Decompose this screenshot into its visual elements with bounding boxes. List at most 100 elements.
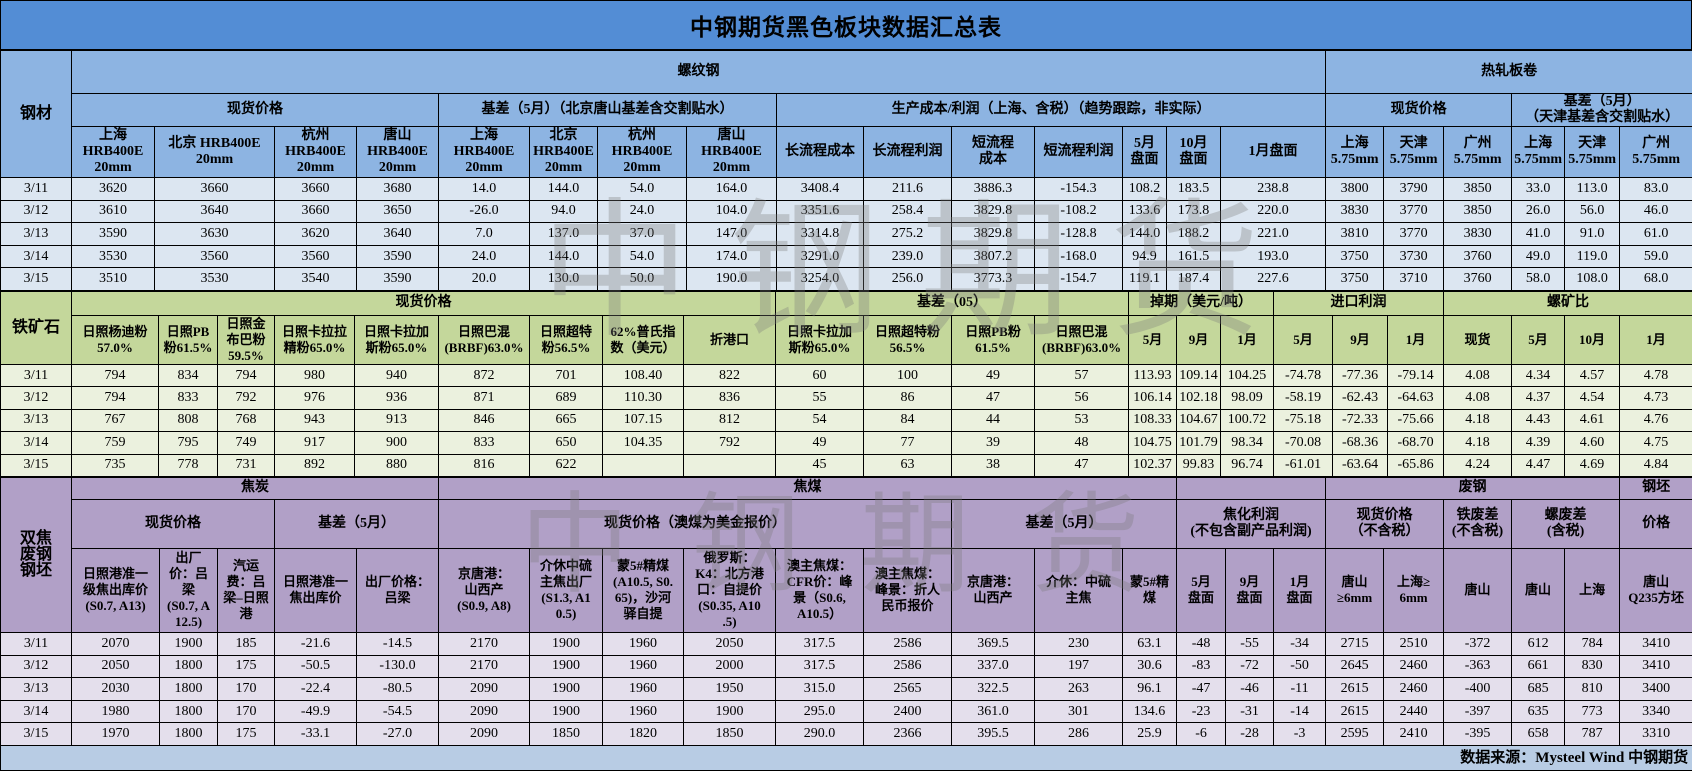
value-cell: 2410 <box>1384 723 1444 746</box>
date-cell: 3/12 <box>1 387 72 409</box>
value-cell: 3660 <box>275 200 357 223</box>
value-cell: 3850 <box>1444 200 1512 223</box>
value-cell: 4.61 <box>1565 409 1620 431</box>
value-cell: 57 <box>1035 364 1129 386</box>
value-cell: 175 <box>218 723 275 746</box>
column-header: 9月 <box>1333 315 1388 364</box>
value-cell: -372 <box>1444 632 1512 655</box>
value-cell: 4.39 <box>1512 432 1565 454</box>
value-cell: -54.5 <box>357 700 439 723</box>
value-cell: 794 <box>72 364 159 386</box>
column-header: 日照卡拉拉 精粉65.0% <box>275 315 355 364</box>
value-cell: 2460 <box>1384 678 1444 701</box>
value-cell: 256.0 <box>864 268 952 291</box>
value-cell: 735 <box>72 454 159 476</box>
value-cell: 795 <box>159 432 218 454</box>
value-cell: 1900 <box>530 678 603 701</box>
value-cell: 164.0 <box>687 178 777 201</box>
column-header: 上海 <box>1565 548 1620 632</box>
section-label-steel: 钢材 <box>1 51 72 178</box>
value-cell: 55 <box>776 387 864 409</box>
column-header: 俄罗斯： K4：北方港 口：自提价 (S0.35, A10 .5) <box>684 548 776 632</box>
value-cell: 48 <box>1035 432 1129 454</box>
value-cell: -22.4 <box>275 678 357 701</box>
column-header: 杭州 HRB400E 20mm <box>598 127 687 178</box>
value-cell: 54 <box>776 409 864 431</box>
value-cell: 3680 <box>357 178 439 201</box>
value-cell: -50.5 <box>275 655 357 678</box>
value-cell: 3620 <box>72 178 155 201</box>
coke-spot-header: 现货价格 <box>72 499 275 548</box>
value-cell: 1900 <box>530 632 603 655</box>
value-cell: 20.0 <box>439 268 530 291</box>
column-header-row: 日照港准一 级焦出库价 (S0.7, A13)出厂 价：吕 梁 (S0.7, A… <box>1 548 1692 632</box>
value-cell: 3620 <box>275 223 357 246</box>
value-cell: 3291.0 <box>777 245 864 268</box>
value-cell: 3850 <box>1444 178 1512 201</box>
column-header: 现货 <box>1444 315 1512 364</box>
value-cell: 3590 <box>72 223 155 246</box>
value-cell: 658 <box>1512 723 1565 746</box>
value-cell: 3710 <box>1384 268 1444 291</box>
column-header: 5月 <box>1512 315 1565 364</box>
value-cell: -77.36 <box>1333 364 1388 386</box>
value-cell: 14.0 <box>439 178 530 201</box>
column-header: 上海 5.75mm <box>1326 127 1384 178</box>
value-cell: -61.01 <box>1274 454 1333 476</box>
column-header: 日照超特粉 56.5% <box>864 315 952 364</box>
value-cell: 193.0 <box>1221 245 1326 268</box>
value-cell: 4.78 <box>1620 364 1692 386</box>
column-header: 日照超特 粉56.5% <box>530 315 603 364</box>
value-cell: 61.0 <box>1620 223 1692 246</box>
value-cell: 794 <box>218 364 275 386</box>
value-cell: 3750 <box>1326 245 1384 268</box>
value-cell: 830 <box>1565 655 1620 678</box>
value-cell: 47 <box>1035 454 1129 476</box>
value-cell: 3830 <box>1444 223 1512 246</box>
value-cell: 113.0 <box>1565 178 1620 201</box>
value-cell: -168.0 <box>1035 245 1123 268</box>
value-cell: 2460 <box>1384 655 1444 678</box>
value-cell: 612 <box>1512 632 1565 655</box>
value-cell: 2586 <box>864 632 952 655</box>
value-cell: 190.0 <box>687 268 777 291</box>
value-cell: 133.6 <box>1123 200 1167 223</box>
value-cell: 812 <box>684 409 776 431</box>
value-cell: -83 <box>1177 655 1226 678</box>
value-cell: 4.08 <box>1444 364 1512 386</box>
coal-spot-header: 现货价格（澳煤为美金报价） <box>439 499 952 548</box>
value-cell: 1900 <box>530 655 603 678</box>
value-cell: 24.0 <box>598 200 687 223</box>
column-header: 上海≥ 6mm <box>1384 548 1444 632</box>
value-cell: -21.6 <box>275 632 357 655</box>
value-cell: 77 <box>864 432 952 454</box>
column-header: 短流程利润 <box>1035 127 1123 178</box>
value-cell: 99.83 <box>1177 454 1221 476</box>
value-cell: 4.37 <box>1512 387 1565 409</box>
value-cell: -55 <box>1226 632 1274 655</box>
value-cell: 976 <box>275 387 355 409</box>
value-cell: 1970 <box>72 723 160 746</box>
value-cell: 161.5 <box>1167 245 1221 268</box>
column-header: 北京 HRB400E 20mm <box>155 127 275 178</box>
value-cell: 3408.4 <box>777 178 864 201</box>
scrap-spot-header: 现货价格 （不含税） <box>1326 499 1444 548</box>
value-cell: -62.43 <box>1333 387 1388 409</box>
value-cell: 2565 <box>864 678 952 701</box>
value-cell: -400 <box>1444 678 1512 701</box>
value-cell: 41.0 <box>1512 223 1565 246</box>
column-header: 上海 5.75mm <box>1512 127 1565 178</box>
value-cell: 900 <box>355 432 439 454</box>
value-cell: 833 <box>439 432 530 454</box>
value-cell: 650 <box>530 432 603 454</box>
value-cell: 175 <box>218 655 275 678</box>
value-cell: 665 <box>530 409 603 431</box>
value-cell: 106.14 <box>1129 387 1177 409</box>
value-cell: -63.64 <box>1333 454 1388 476</box>
value-cell: 4.43 <box>1512 409 1565 431</box>
column-header: 京唐港： 山西产 <box>952 548 1035 632</box>
